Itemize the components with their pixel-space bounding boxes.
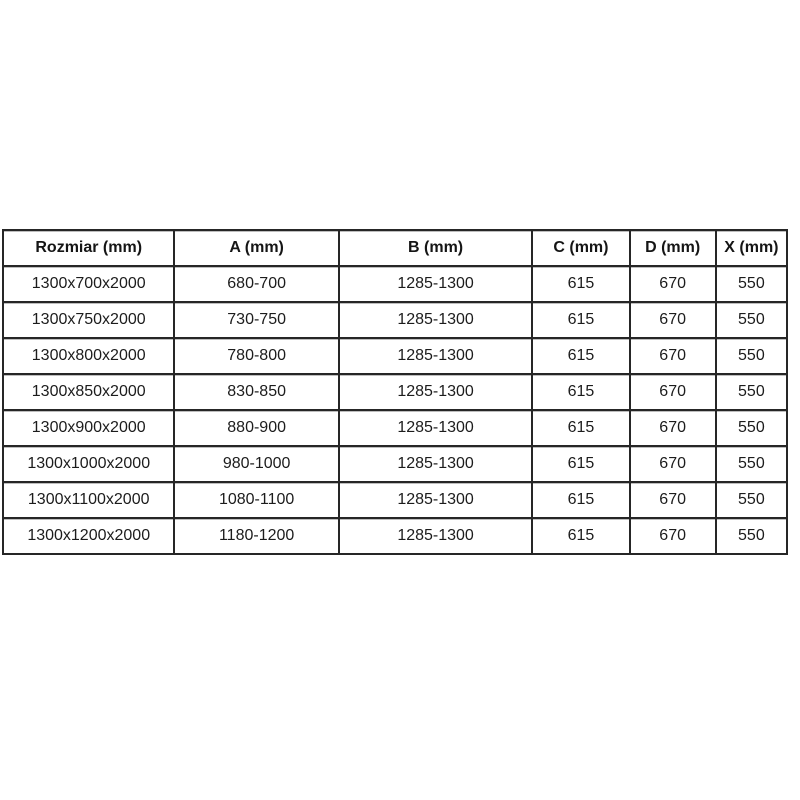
size-specification-table: Rozmiar (mm) A (mm) B (mm) C (mm) D (mm)… <box>1 229 789 555</box>
cell-x: 550 <box>714 337 789 375</box>
cell-b: 1285-1300 <box>337 373 534 411</box>
cell-a: 780-800 <box>173 337 340 375</box>
cell-d: 670 <box>628 517 717 555</box>
table-row: 1300x1100x2000 1080-1100 1285-1300 615 6… <box>1 481 789 519</box>
cell-rozmiar: 1300x700x2000 <box>1 265 176 303</box>
cell-x: 550 <box>714 445 789 483</box>
cell-c: 615 <box>531 265 631 303</box>
cell-rozmiar: 1300x900x2000 <box>1 409 176 447</box>
table-row: 1300x900x2000 880-900 1285-1300 615 670 … <box>1 409 789 447</box>
cell-x: 550 <box>714 373 789 411</box>
cell-x: 550 <box>714 517 789 555</box>
header-rozmiar: Rozmiar (mm) <box>1 229 176 267</box>
table-row: 1300x1200x2000 1180-1200 1285-1300 615 6… <box>1 517 789 555</box>
table-row: 1300x700x2000 680-700 1285-1300 615 670 … <box>1 265 789 303</box>
cell-d: 670 <box>628 265 717 303</box>
cell-rozmiar: 1300x750x2000 <box>1 301 176 339</box>
header-c: C (mm) <box>531 229 631 267</box>
cell-c: 615 <box>531 517 631 555</box>
cell-b: 1285-1300 <box>337 517 534 555</box>
cell-a: 680-700 <box>173 265 340 303</box>
cell-a: 830-850 <box>173 373 340 411</box>
cell-d: 670 <box>628 409 717 447</box>
cell-b: 1285-1300 <box>337 265 534 303</box>
table-row: 1300x1000x2000 980-1000 1285-1300 615 67… <box>1 445 789 483</box>
cell-d: 670 <box>628 337 717 375</box>
header-x: X (mm) <box>714 229 789 267</box>
cell-b: 1285-1300 <box>337 301 534 339</box>
cell-a: 730-750 <box>173 301 340 339</box>
cell-x: 550 <box>714 409 789 447</box>
cell-rozmiar: 1300x850x2000 <box>1 373 176 411</box>
cell-b: 1285-1300 <box>337 481 534 519</box>
cell-a: 880-900 <box>173 409 340 447</box>
cell-a: 1180-1200 <box>173 517 340 555</box>
cell-a: 1080-1100 <box>173 481 340 519</box>
cell-x: 550 <box>714 301 789 339</box>
cell-rozmiar: 1300x1000x2000 <box>1 445 176 483</box>
cell-a: 980-1000 <box>173 445 340 483</box>
cell-b: 1285-1300 <box>337 337 534 375</box>
cell-b: 1285-1300 <box>337 445 534 483</box>
cell-c: 615 <box>531 409 631 447</box>
cell-rozmiar: 1300x1200x2000 <box>1 517 176 555</box>
header-d: D (mm) <box>628 229 717 267</box>
cell-x: 550 <box>714 265 789 303</box>
header-b: B (mm) <box>337 229 534 267</box>
cell-c: 615 <box>531 481 631 519</box>
cell-c: 615 <box>531 373 631 411</box>
cell-c: 615 <box>531 301 631 339</box>
cell-rozmiar: 1300x1100x2000 <box>1 481 176 519</box>
table-row: 1300x750x2000 730-750 1285-1300 615 670 … <box>1 301 789 339</box>
cell-d: 670 <box>628 301 717 339</box>
cell-b: 1285-1300 <box>337 409 534 447</box>
cell-c: 615 <box>531 445 631 483</box>
cell-d: 670 <box>628 481 717 519</box>
header-a: A (mm) <box>173 229 340 267</box>
table-row: 1300x800x2000 780-800 1285-1300 615 670 … <box>1 337 789 375</box>
cell-d: 670 <box>628 373 717 411</box>
cell-d: 670 <box>628 445 717 483</box>
cell-x: 550 <box>714 481 789 519</box>
cell-rozmiar: 1300x800x2000 <box>1 337 176 375</box>
cell-c: 615 <box>531 337 631 375</box>
table-row: 1300x850x2000 830-850 1285-1300 615 670 … <box>1 373 789 411</box>
table-header-row: Rozmiar (mm) A (mm) B (mm) C (mm) D (mm)… <box>1 229 789 267</box>
